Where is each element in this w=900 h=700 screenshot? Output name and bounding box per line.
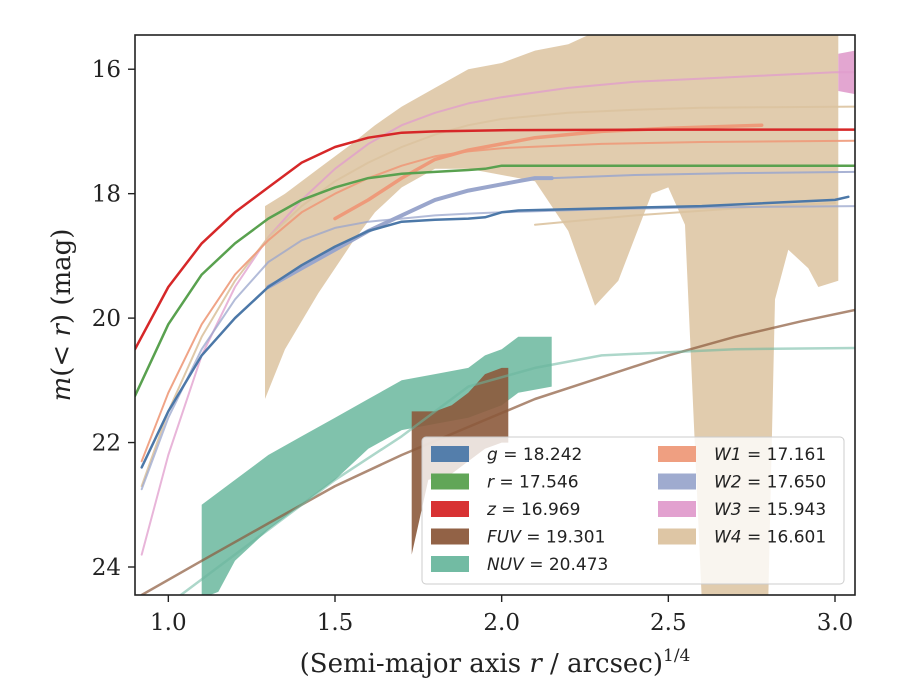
legend-swatch-w4	[658, 528, 696, 545]
legend-swatch-fuv	[431, 528, 469, 545]
series-w4-line-5	[140, 105, 855, 488]
legend-swatch-r	[431, 473, 469, 490]
legend-swatch-w2	[658, 473, 696, 490]
x-tick-label: 2.5	[650, 610, 687, 636]
legend-label-w1: W1 = 17.161	[714, 445, 826, 465]
series-r-line-13	[135, 164, 855, 398]
series-fuv-line-15	[140, 308, 855, 595]
legend-label-r: r = 17.546	[487, 473, 579, 493]
series-nuv-line-16	[178, 346, 855, 595]
y-tick-label: 22	[92, 431, 121, 457]
series-w4-line-6	[534, 202, 836, 226]
y-tick-label: 18	[92, 182, 121, 208]
legend-label-fuv: FUV = 19.301	[487, 528, 605, 548]
series-w3-line-4	[140, 71, 855, 556]
legend-swatch-z	[431, 501, 469, 517]
x-tick-label: 3.0	[817, 610, 854, 636]
legend-swatch-g	[431, 446, 469, 462]
legend-box	[421, 436, 845, 585]
plot-frame	[134, 34, 856, 596]
series-z-line-14	[135, 128, 855, 351]
series-w2-line-9	[550, 170, 855, 180]
legend-label-w3: W3 = 15.943	[714, 500, 826, 520]
legend-label-z: z = 16.969	[486, 500, 580, 520]
y-tick-label: 16	[92, 57, 121, 83]
legend-label-w2: W2 = 17.650	[714, 473, 826, 493]
legend-label-nuv: NUV = 20.473	[487, 555, 608, 575]
x-tick-label: 2.0	[483, 610, 520, 636]
legend-swatch-w1	[658, 446, 696, 462]
legend-swatch-w3	[658, 501, 696, 517]
x-axis-title: (Semi-major axis r / arcsec)1/4	[300, 646, 691, 679]
ticks-layer: 1.0 1.5 2.0 2.5 3.0 16 18 20 22 24	[92, 57, 854, 636]
legend: g = 18.242 r = 17.546 z = 16.969 FUV = 19.3…	[421, 436, 845, 585]
x-tick-label: 1.0	[150, 610, 187, 636]
x-tick-label: 1.5	[317, 610, 354, 636]
y-tick-label: 20	[92, 306, 121, 332]
y-axis-title: m(< r) (mag)	[47, 229, 77, 402]
legend-label-g: g = 18.242	[487, 445, 582, 465]
y-tick-label: 24	[92, 555, 121, 581]
series-w2-line-8	[266, 176, 554, 289]
series-g-line-12	[140, 195, 850, 469]
legend-label-w4: W4 = 16.601	[714, 528, 826, 548]
legend-swatch-nuv	[431, 556, 469, 572]
legend-entries: g = 18.242 r = 17.546 z = 16.969 FUV = 19.3…	[431, 445, 826, 575]
